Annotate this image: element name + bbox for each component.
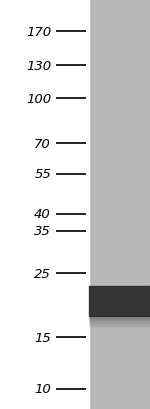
Text: 40: 40 — [34, 208, 51, 221]
Text: 35: 35 — [34, 225, 51, 238]
Text: 170: 170 — [26, 26, 51, 39]
Bar — [0, 0, 89, 409]
Text: 100: 100 — [26, 92, 51, 106]
Bar — [89, 0, 150, 409]
Text: 55: 55 — [34, 168, 51, 181]
Text: 10: 10 — [34, 382, 51, 395]
Text: 130: 130 — [26, 60, 51, 73]
Text: 70: 70 — [34, 137, 51, 151]
FancyBboxPatch shape — [89, 287, 150, 316]
Text: 15: 15 — [34, 331, 51, 344]
Text: 25: 25 — [34, 267, 51, 280]
